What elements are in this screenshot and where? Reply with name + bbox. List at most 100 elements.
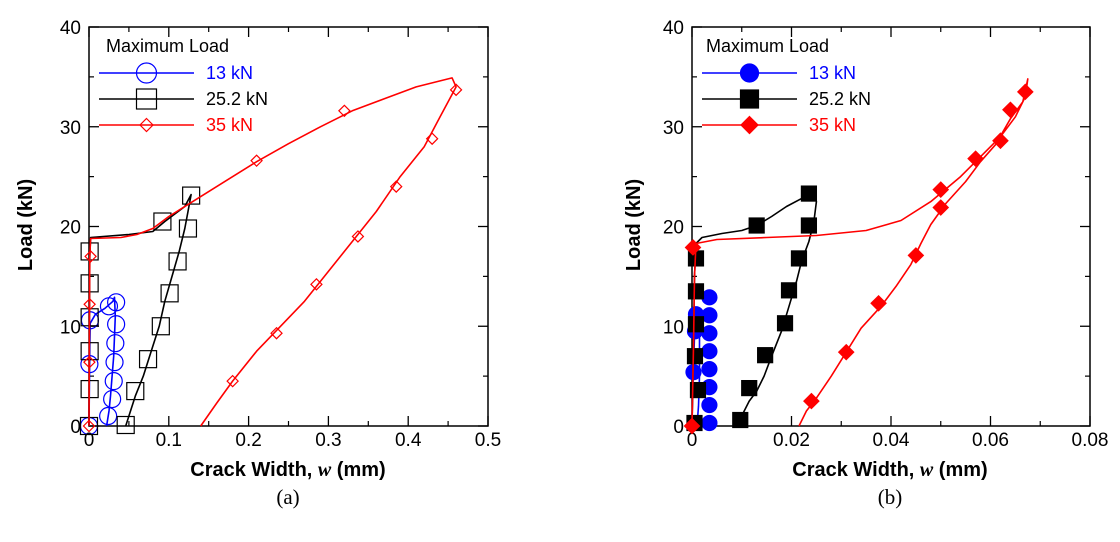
data-point-13-kn: [701, 414, 718, 432]
x-tick-label: 0.02: [773, 430, 810, 451]
y-tick-label: 20: [60, 218, 81, 239]
legend-label-13-kn: 13 kN: [206, 63, 253, 83]
legend-label-35-kn: 35 kN: [809, 115, 856, 135]
data-point-25-2-kn: [126, 381, 145, 401]
legend-label-13-kn: 13 kN: [809, 63, 856, 83]
x-tick-label: 0.2: [235, 430, 261, 451]
x-tick-label: 0.04: [873, 430, 910, 451]
data-point-25-2-kn: [116, 415, 135, 435]
data-point-35-kn: [684, 239, 702, 256]
data-point-25-2-kn: [178, 219, 198, 238]
data-point-35-kn: [250, 154, 263, 168]
data-point-35-kn: [992, 132, 1009, 150]
data-point-35-kn: [338, 104, 351, 118]
chart-panel-b: Load (kN) Crack Width, w (mm) (b) Maximu…: [623, 18, 1108, 509]
data-point-25-2-kn: [138, 350, 158, 369]
legend-marker-35-kn: [740, 115, 759, 135]
x-tick-label: 0.5: [475, 430, 501, 451]
y-axis-title-b: Load (kN): [623, 179, 645, 271]
data-point-35-kn: [967, 150, 984, 168]
legend-label-35-kn: 35 kN: [206, 115, 253, 135]
data-point-35-kn: [932, 199, 950, 216]
data-point-35-kn: [83, 297, 96, 311]
legend-label-25-2-kn: 25.2 kN: [809, 89, 871, 109]
data-point-35-kn: [83, 355, 96, 369]
data-point-25-2-kn: [182, 186, 201, 205]
data-point-13-kn: [701, 361, 718, 378]
data-point-13-kn: [701, 325, 718, 342]
series-line-35-kn: [88, 77, 457, 427]
data-point-25-2-kn: [168, 252, 187, 271]
x-tick-label: 0: [687, 430, 698, 451]
x-tick-label: 0.08: [1072, 430, 1109, 451]
y-tick-label: 30: [60, 118, 81, 139]
x-tick-label: 0: [84, 430, 95, 451]
legend-a: 13 kN 25.2 kN 35 kN: [99, 62, 268, 135]
legend-marker-13-kn: [135, 62, 158, 84]
series-line-35-kn: [691, 78, 1029, 427]
data-point-25-2-kn: [687, 316, 705, 333]
legend-label-25-2-kn: 25.2 kN: [206, 89, 268, 109]
data-point-13-kn: [106, 334, 125, 353]
data-point-25-2-kn: [800, 217, 818, 234]
y-tick-label: 10: [663, 317, 684, 338]
data-point-35-kn: [1016, 83, 1034, 101]
data-point-13-kn: [105, 353, 124, 372]
data-point-13-kn: [104, 372, 123, 391]
y-tick-label: 20: [663, 218, 684, 239]
data-point-25-2-kn: [686, 348, 704, 365]
x-tick-label: 0.3: [315, 430, 341, 451]
data-point-35-kn: [449, 83, 463, 97]
legend-title-b: Maximum Load: [706, 36, 829, 56]
data-point-25-2-kn: [748, 217, 765, 234]
data-point-35-kn: [425, 132, 439, 146]
legend-marker-25-2-kn: [739, 89, 760, 109]
data-point-25-2-kn: [153, 212, 172, 231]
y-tick-label: 0: [673, 417, 684, 438]
data-point-25-2-kn: [757, 347, 774, 364]
legend-marker-25-2-kn: [135, 88, 158, 110]
data-point-25-2-kn: [790, 250, 808, 267]
x-axis-title-b: Crack Width, w (mm): [792, 459, 987, 481]
data-point-35-kn: [84, 250, 97, 263]
legend-title-a: Maximum Load: [106, 36, 229, 56]
data-point-13-kn: [107, 315, 126, 334]
data-point-25-2-kn: [776, 315, 794, 332]
legend-marker-35-kn: [139, 117, 154, 133]
data-point-25-2-kn: [160, 284, 179, 303]
x-tick-label: 0.1: [156, 430, 182, 451]
x-tick-label: 0.06: [972, 430, 1009, 451]
y-tick-label: 40: [663, 18, 684, 39]
data-point-35-kn: [907, 247, 925, 264]
data-point-35-kn: [932, 181, 950, 198]
data-point-25-2-kn: [800, 185, 818, 202]
data-point-25-2-kn: [151, 317, 170, 336]
panel-label-b: (b): [878, 485, 903, 509]
chart-panel-a: Load (kN) Crack Width, w (mm) (a) Maximu…: [15, 18, 501, 509]
data-point-35-kn: [683, 417, 701, 435]
data-point-35-kn: [389, 180, 403, 193]
legend-b: 13 kN 25.2 kN 35 kN: [702, 63, 871, 135]
x-axis-title-a: Crack Width, w (mm): [190, 459, 385, 481]
x-tick-label: 0.4: [395, 430, 422, 451]
data-point-13-kn: [107, 293, 126, 312]
data-point-35-kn: [837, 343, 855, 361]
data-point-13-kn: [701, 289, 718, 306]
data-point-35-kn: [870, 294, 887, 312]
data-point-35-kn: [310, 278, 323, 291]
data-point-13-kn: [701, 343, 718, 360]
data-point-25-2-kn: [780, 282, 798, 299]
y-tick-label: 0: [70, 417, 81, 438]
data-point-35-kn: [351, 230, 365, 243]
panel-label-a: (a): [276, 485, 299, 509]
data-point-35-kn: [270, 326, 283, 340]
data-point-25-2-kn: [732, 411, 749, 429]
data-point-25-2-kn: [687, 283, 705, 300]
data-point-35-kn: [803, 392, 820, 410]
plot-frame: [88, 26, 489, 427]
legend-marker-13-kn: [739, 63, 760, 83]
y-axis-title-a: Load (kN): [15, 179, 37, 271]
series-line-25-2-kn: [691, 192, 818, 427]
data-point-25-2-kn: [741, 379, 758, 397]
